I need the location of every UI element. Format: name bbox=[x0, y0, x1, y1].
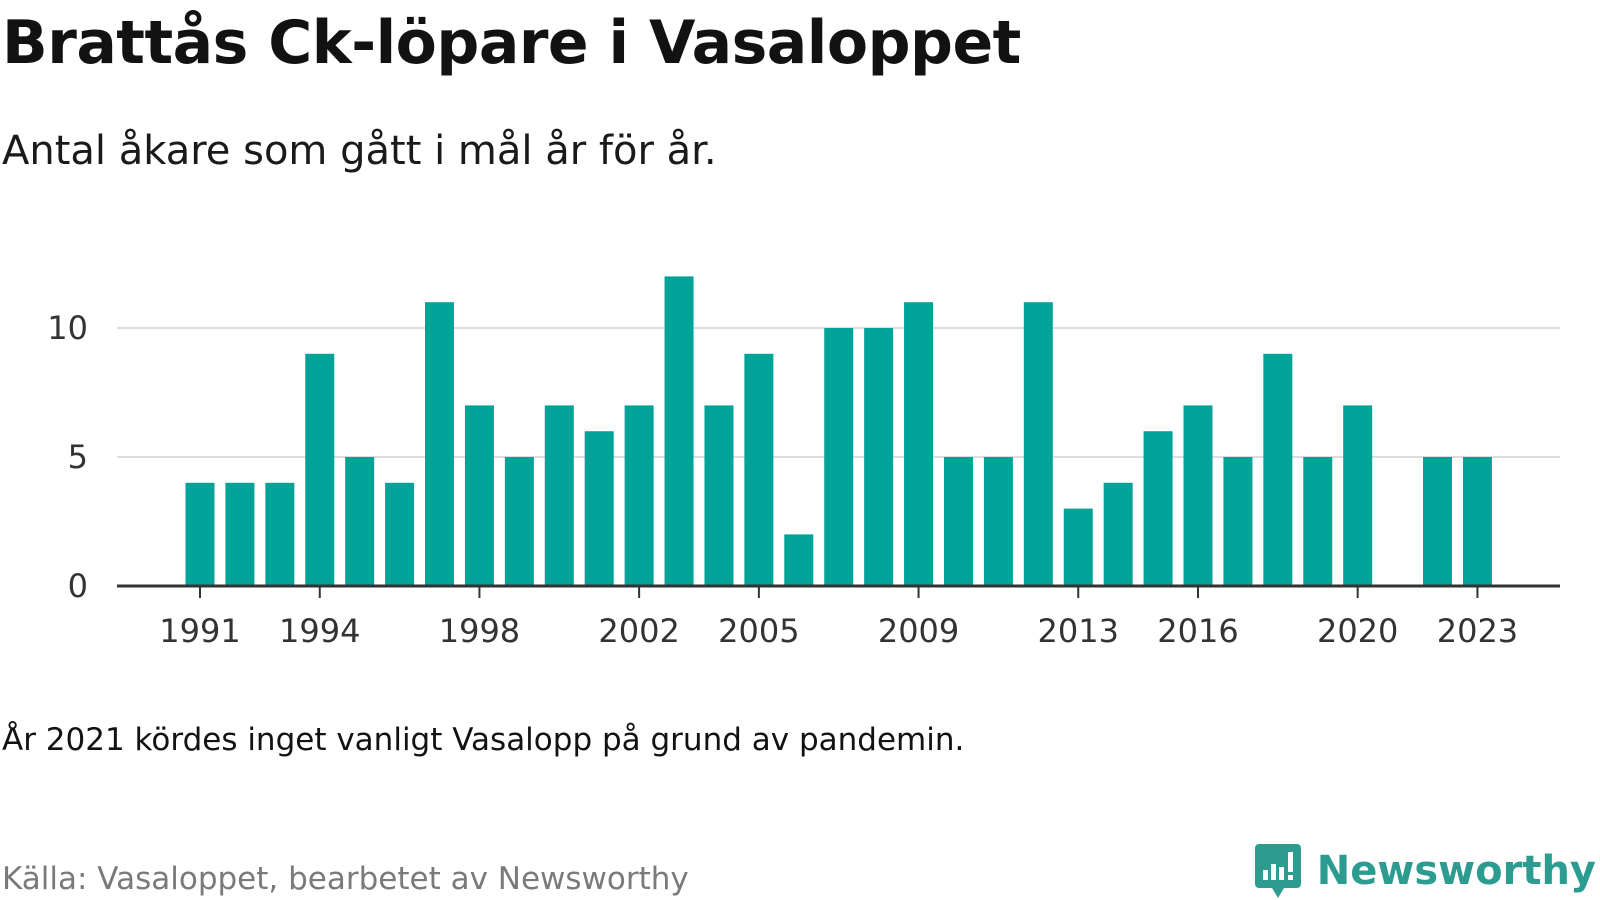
x-tick-label: 2020 bbox=[1317, 612, 1398, 650]
bar-2020 bbox=[1343, 405, 1373, 586]
bar-2018 bbox=[1263, 353, 1293, 586]
bar-1992 bbox=[225, 482, 255, 586]
x-tick-label: 2002 bbox=[598, 612, 679, 650]
x-tick-label: 1998 bbox=[439, 612, 520, 650]
x-tick-label: 2013 bbox=[1038, 612, 1119, 650]
x-tick-label: 2009 bbox=[878, 612, 959, 650]
bar-1996 bbox=[385, 482, 415, 586]
x-tick-label: 2005 bbox=[718, 612, 799, 650]
y-tick-label: 10 bbox=[47, 309, 88, 347]
x-tick-label: 2016 bbox=[1157, 612, 1238, 650]
bar-1997 bbox=[425, 302, 455, 586]
newsworthy-logo-icon bbox=[1254, 844, 1301, 898]
bar-2000 bbox=[544, 405, 574, 586]
bar-2016 bbox=[1183, 405, 1213, 586]
bar-2007 bbox=[824, 328, 854, 586]
bar-1999 bbox=[504, 457, 534, 586]
bar-2008 bbox=[864, 328, 894, 586]
x-tick-label: 1991 bbox=[159, 612, 240, 650]
y-axis-labels: 0 5 10 bbox=[47, 309, 88, 605]
bar-2019 bbox=[1303, 457, 1333, 586]
chart-subtitle: Antal åkare som gått i mål år för år. bbox=[2, 128, 717, 174]
bar-2002 bbox=[624, 405, 654, 586]
footnote: År 2021 kördes inget vanligt Vasalopp på… bbox=[2, 722, 965, 758]
bar-2023 bbox=[1462, 457, 1492, 586]
bar-2017 bbox=[1223, 457, 1253, 586]
bar-1993 bbox=[265, 482, 295, 586]
bar-chart: 1991 1994 1998 2002 2005 2009 2013 2016 2020 2023… bbox=[47, 276, 1560, 650]
bar-2015 bbox=[1143, 431, 1173, 586]
newsworthy-logo-text: Newsworthy bbox=[1316, 848, 1596, 894]
bar-2006 bbox=[784, 534, 814, 586]
bar-2001 bbox=[584, 431, 614, 586]
y-tick-label: 5 bbox=[68, 438, 88, 476]
x-axis: 1991 1994 1998 2002 2005 2009 2013 2016 2020 2023 bbox=[117, 584, 1560, 650]
x-tick-label: 2023 bbox=[1437, 612, 1518, 650]
bar-1991 bbox=[185, 482, 215, 586]
bar-2010 bbox=[943, 457, 973, 586]
bar-2014 bbox=[1103, 482, 1133, 586]
newsworthy-logo: Newsworthy bbox=[1253, 842, 1596, 900]
bar-2005 bbox=[744, 353, 774, 586]
bar-2013 bbox=[1063, 508, 1093, 586]
bars bbox=[185, 276, 1492, 586]
bar-2009 bbox=[904, 302, 934, 586]
x-tick-label: 1994 bbox=[279, 612, 360, 650]
bar-2011 bbox=[983, 457, 1013, 586]
bar-1994 bbox=[305, 353, 335, 586]
bar-2003 bbox=[664, 276, 694, 586]
bar-1998 bbox=[464, 405, 494, 586]
y-tick-label: 0 bbox=[68, 567, 88, 605]
source-credit: Källa: Vasaloppet, bearbetet av Newswort… bbox=[2, 861, 689, 897]
bar-2012 bbox=[1023, 302, 1053, 586]
bar-1995 bbox=[345, 457, 375, 586]
bar-2004 bbox=[704, 405, 734, 586]
bar-2022 bbox=[1423, 457, 1453, 586]
chart-title: Brattås Ck-löpare i Vasaloppet bbox=[2, 8, 1021, 78]
